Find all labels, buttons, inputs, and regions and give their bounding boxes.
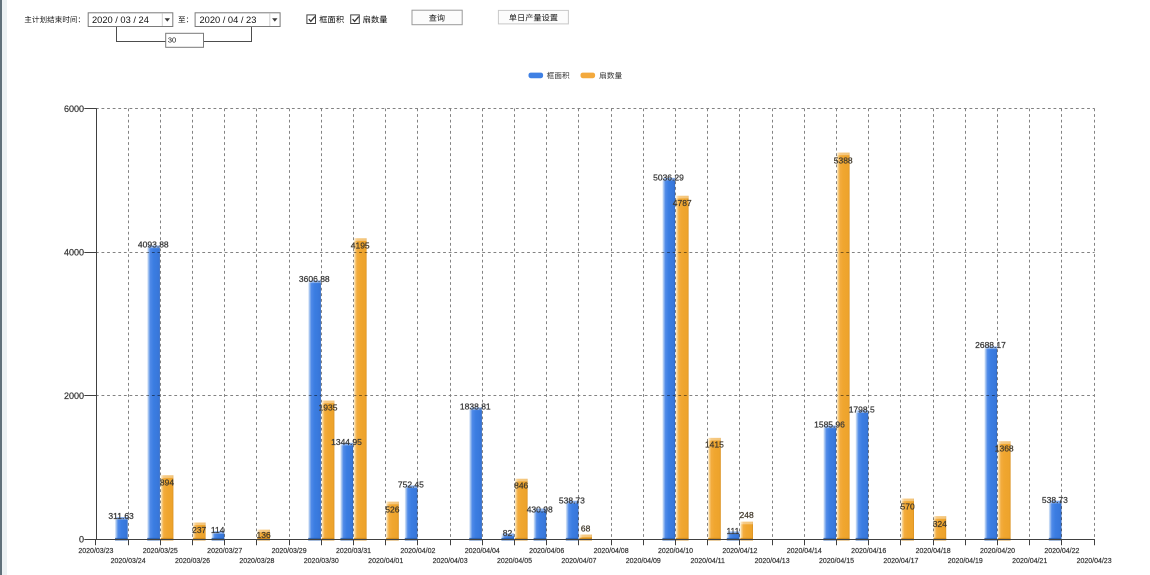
svg-text:1585.96: 1585.96 (814, 420, 845, 430)
svg-text:2688.17: 2688.17 (975, 340, 1006, 350)
svg-text:111: 111 (726, 526, 739, 536)
svg-text:311.63: 311.63 (108, 511, 134, 521)
svg-text:68: 68 (581, 524, 591, 534)
svg-text:0: 0 (79, 535, 84, 545)
svg-text:894: 894 (160, 478, 174, 488)
svg-text:2020/04/15: 2020/04/15 (819, 558, 854, 565)
svg-text:4000: 4000 (64, 248, 84, 258)
svg-text:2020/04/20: 2020/04/20 (980, 548, 1015, 555)
svg-text:2020/04/07: 2020/04/07 (561, 558, 596, 565)
svg-text:570: 570 (901, 502, 915, 512)
svg-text:2020/04/09: 2020/04/09 (626, 558, 661, 565)
svg-text:2000: 2000 (64, 391, 84, 401)
svg-text:2020/04/17: 2020/04/17 (883, 558, 918, 565)
svg-text:82: 82 (503, 528, 513, 538)
svg-text:2020/04/10: 2020/04/10 (658, 548, 693, 555)
svg-text:2020/04/11: 2020/04/11 (690, 558, 725, 565)
svg-text:4093.88: 4093.88 (138, 239, 169, 249)
svg-text:4787: 4787 (673, 198, 692, 208)
svg-text:2020/03/24: 2020/03/24 (111, 558, 146, 565)
svg-text:2020/04/16: 2020/04/16 (851, 548, 886, 555)
svg-text:5388: 5388 (834, 156, 853, 166)
svg-text:6000: 6000 (64, 104, 84, 114)
svg-text:2020/04/03: 2020/04/03 (433, 558, 468, 565)
svg-text:2020/03/28: 2020/03/28 (239, 558, 274, 565)
svg-text:2020/04/14: 2020/04/14 (787, 548, 822, 555)
svg-text:2020/03/25: 2020/03/25 (143, 548, 178, 555)
svg-text:2020/03/29: 2020/03/29 (272, 548, 307, 555)
svg-text:5036.29: 5036.29 (653, 172, 684, 182)
svg-text:2020/04/05: 2020/04/05 (497, 558, 532, 565)
svg-text:2020/04/12: 2020/04/12 (722, 548, 757, 555)
svg-text:3606.88: 3606.88 (299, 274, 330, 284)
svg-text:136: 136 (257, 530, 271, 540)
svg-text:846: 846 (514, 481, 528, 491)
svg-text:430.98: 430.98 (527, 504, 553, 514)
svg-text:2020/04/19: 2020/04/19 (948, 558, 983, 565)
svg-text:2020/04/13: 2020/04/13 (755, 558, 790, 565)
svg-text:1368: 1368 (995, 444, 1014, 454)
svg-text:2020/04/06: 2020/04/06 (529, 548, 564, 555)
svg-text:2020/04/04: 2020/04/04 (465, 548, 500, 555)
svg-text:2020 / 03 / 24: 2020 / 03 / 24 (92, 15, 149, 25)
svg-text:2020/03/30: 2020/03/30 (304, 558, 339, 565)
svg-text:1415: 1415 (705, 440, 724, 450)
svg-text:2020/04/02: 2020/04/02 (400, 548, 435, 555)
svg-text:752.45: 752.45 (398, 480, 424, 490)
svg-text:324: 324 (933, 519, 947, 529)
svg-text:1798.5: 1798.5 (849, 405, 875, 415)
svg-text:30: 30 (168, 36, 176, 45)
svg-text:2020 / 04 / 23: 2020 / 04 / 23 (200, 15, 257, 25)
svg-text:526: 526 (385, 504, 399, 514)
svg-text:2020/03/31: 2020/03/31 (336, 548, 371, 555)
svg-text:1935: 1935 (319, 403, 338, 413)
svg-text:2020/04/01: 2020/04/01 (368, 558, 403, 565)
svg-text:1838.81: 1838.81 (460, 401, 491, 411)
svg-text:2020/03/26: 2020/03/26 (175, 558, 210, 565)
svg-text:538.73: 538.73 (559, 495, 585, 505)
svg-text:2020/04/21: 2020/04/21 (1012, 558, 1047, 565)
svg-text:114: 114 (211, 525, 225, 535)
svg-text:2020/04/22: 2020/04/22 (1044, 548, 1079, 555)
svg-text:1344.95: 1344.95 (331, 437, 362, 447)
svg-text:4195: 4195 (351, 240, 370, 250)
svg-text:2020/04/23: 2020/04/23 (1077, 558, 1112, 565)
svg-text:2020/04/08: 2020/04/08 (594, 548, 629, 555)
svg-text:237: 237 (192, 525, 206, 535)
svg-text:2020/03/27: 2020/03/27 (207, 548, 242, 555)
svg-text:2020/04/18: 2020/04/18 (916, 548, 951, 555)
svg-text:538.73: 538.73 (1042, 495, 1068, 505)
svg-text:248: 248 (740, 510, 754, 520)
svg-text:2020/03/23: 2020/03/23 (78, 548, 113, 555)
